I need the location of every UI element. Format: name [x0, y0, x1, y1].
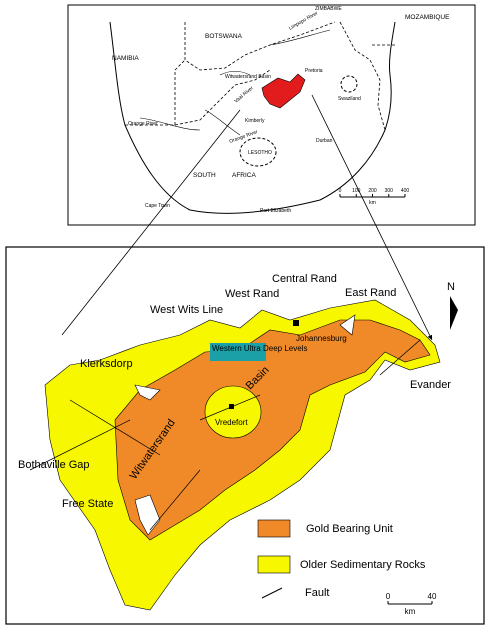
label: LESOTHO: [248, 150, 272, 156]
legend-label: Older Sedimentary Rocks: [300, 559, 426, 571]
gap: [134, 314, 356, 536]
label: Swaziland: [338, 96, 361, 102]
label: Western Ultra Deep Levels: [212, 344, 307, 353]
legend-fault: [261, 587, 283, 599]
label: East Rand: [345, 287, 396, 299]
arrow: [61, 94, 432, 340]
label: AFRICA: [232, 172, 257, 179]
north-arrow: [450, 296, 458, 330]
label: Evander: [410, 379, 451, 391]
label: West Rand: [225, 288, 279, 300]
border: [125, 21, 395, 131]
legend-label: Gold Bearing Unit: [306, 523, 393, 535]
legend-swatch: [257, 519, 291, 538]
label: Bothaville Gap: [18, 459, 90, 471]
scale-label: 300: [385, 188, 394, 194]
basin-area: [261, 73, 306, 109]
label: Kimberly: [245, 118, 265, 124]
label: Witwatersrand Basin: [225, 74, 271, 80]
scale-label: 200: [368, 188, 377, 194]
legend-swatch: [257, 555, 291, 574]
fault: [29, 339, 421, 531]
label: NAMIBIA: [112, 55, 139, 62]
scale-bar: 0 40 km: [386, 592, 437, 616]
scale-label: 100: [352, 188, 361, 194]
label: Klerksdorp: [80, 358, 133, 370]
label: BOTSWANA: [205, 33, 243, 40]
label: Vredefort: [215, 418, 248, 427]
label: Central Rand: [272, 273, 337, 285]
lesotho-border: [239, 137, 277, 167]
label: MOZAMBIQUE: [405, 14, 450, 21]
label: Johannesburg: [296, 334, 347, 343]
label: ZIMBABWE: [315, 6, 342, 12]
main-frame: [5, 246, 485, 625]
scale-label: 0: [386, 592, 391, 601]
label: West Wits Line: [150, 304, 223, 316]
label: Port Elizabeth: [260, 208, 291, 214]
town: [293, 320, 299, 326]
vredefort-dome: [204, 385, 262, 439]
river: [139, 29, 331, 136]
label: Pretoria: [305, 68, 323, 74]
swaziland-border: [340, 75, 358, 93]
scale-bar: 0 100 200 300 400 km: [339, 188, 410, 206]
label: Free State: [62, 498, 113, 510]
coastline: [109, 21, 396, 214]
scale-label: 0: [339, 188, 342, 194]
legend-label: Fault: [305, 587, 329, 599]
label: Cape Town: [145, 203, 170, 209]
inset-frame: [67, 4, 476, 226]
scale-label: 40: [428, 592, 437, 601]
scale-unit: km: [405, 607, 416, 616]
label: N: [447, 281, 455, 293]
label: Orange River: [128, 121, 158, 127]
label-box: [210, 343, 266, 361]
scale-unit: km: [369, 200, 376, 206]
scale-label: 400: [401, 188, 410, 194]
label: SOUTH: [193, 172, 216, 179]
label: Durban: [316, 138, 333, 144]
